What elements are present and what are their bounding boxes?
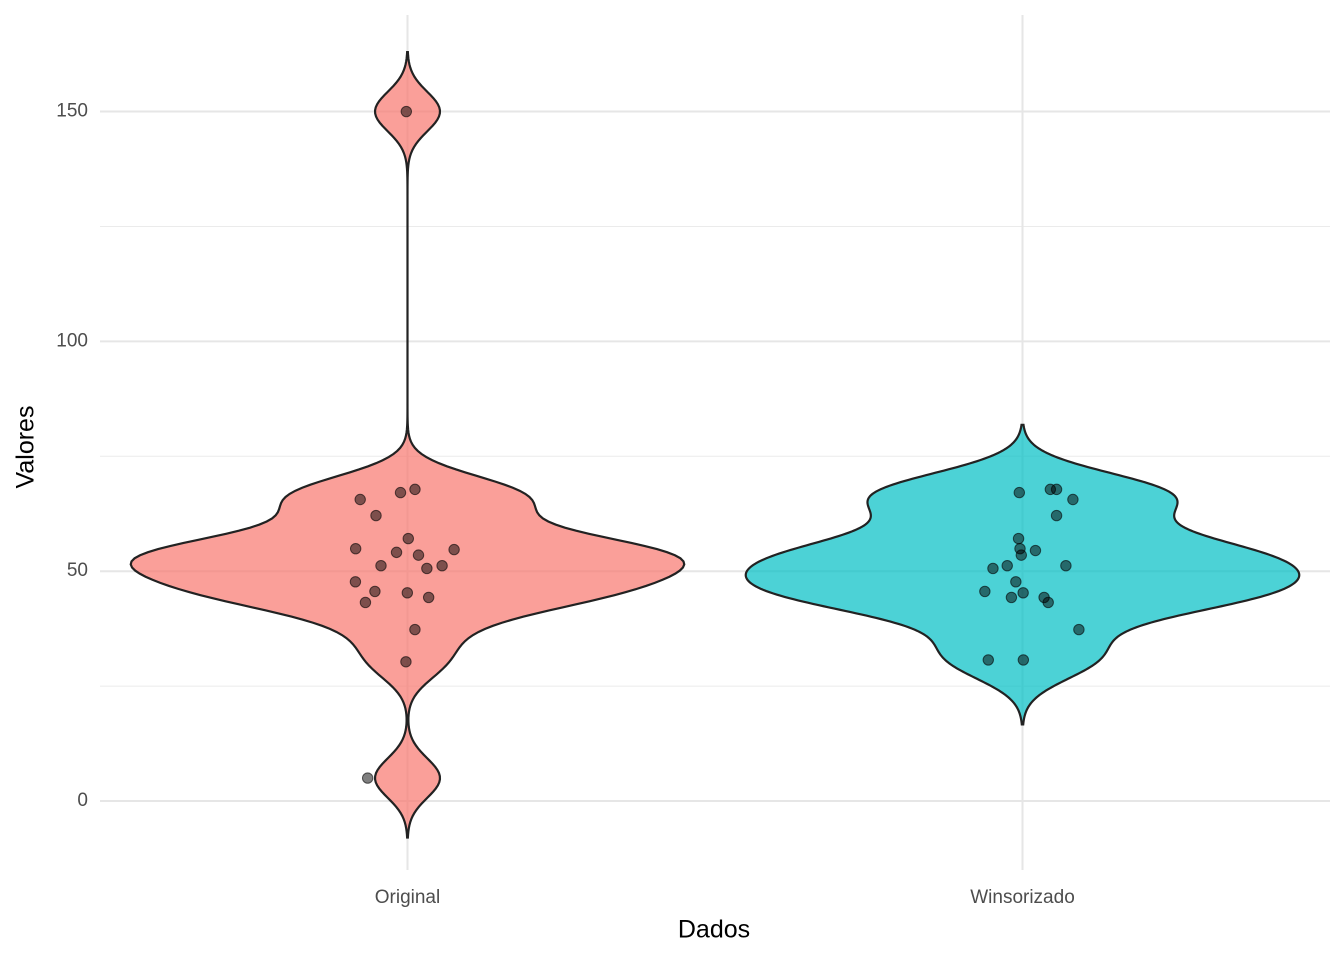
data-point [400, 105, 413, 118]
data-point [1012, 532, 1025, 545]
data-point [401, 587, 414, 599]
data-point [349, 542, 362, 555]
data-point [409, 483, 421, 496]
data-point [1050, 483, 1063, 496]
data-point [370, 509, 382, 522]
data-point [1029, 544, 1042, 557]
y-tick-label: 100 [56, 330, 88, 351]
y-tick-label: 0 [77, 790, 88, 811]
data-point [982, 654, 994, 666]
violin [744, 423, 1301, 726]
data-point [1010, 576, 1022, 588]
data-point [375, 559, 387, 572]
data-point [1015, 549, 1027, 561]
data-point [1067, 493, 1079, 506]
data-point [354, 493, 366, 506]
y-axis-title: Valores [12, 406, 40, 489]
data-point [1017, 587, 1029, 599]
data-point [349, 576, 362, 588]
data-point [412, 549, 425, 561]
data-point [1060, 559, 1072, 572]
x-axis-title: Dados [678, 916, 750, 944]
data-point [421, 562, 433, 575]
data-point [361, 772, 374, 784]
data-point [402, 532, 414, 545]
data-point [1017, 654, 1030, 666]
x-tick-label: Winsorizado [970, 887, 1075, 908]
data-point [394, 486, 407, 499]
data-point [409, 623, 421, 636]
data-point [979, 585, 991, 598]
data-point [1001, 559, 1013, 572]
data-point [390, 546, 403, 559]
violin [129, 50, 686, 839]
data-point [1050, 509, 1063, 522]
y-tick-label: 150 [56, 101, 88, 122]
data-point [1005, 591, 1018, 604]
data-point [448, 543, 460, 556]
data-point [987, 562, 999, 575]
data-point [1013, 486, 1026, 499]
data-point [1042, 596, 1054, 609]
x-tick-label: Original [375, 887, 440, 908]
data-point [400, 656, 412, 668]
data-point [422, 591, 435, 604]
y-tick-label: 50 [67, 560, 88, 581]
data-point [436, 559, 448, 572]
data-point [1073, 623, 1085, 636]
data-point [359, 596, 372, 609]
data-point [369, 585, 381, 598]
